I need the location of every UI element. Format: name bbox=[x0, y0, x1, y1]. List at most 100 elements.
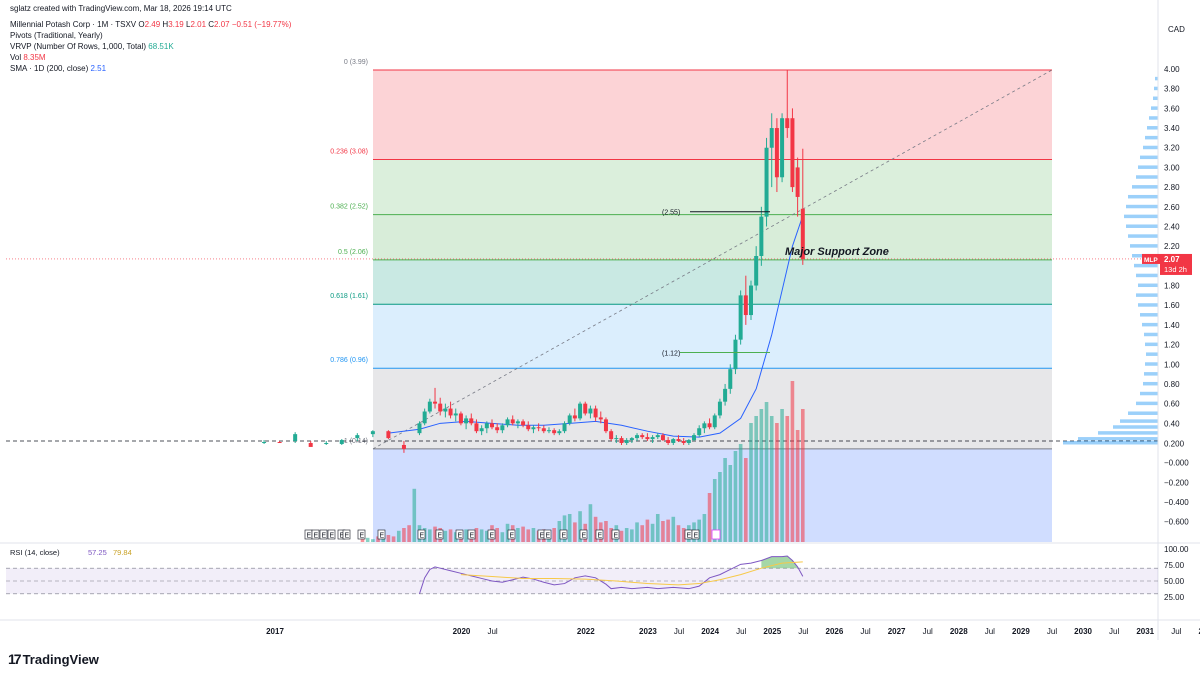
volume-bar bbox=[780, 409, 784, 542]
volume-profile-row bbox=[1140, 391, 1158, 396]
time-axis-label: 2031 bbox=[1136, 627, 1154, 636]
candle-body bbox=[759, 216, 764, 256]
volume-bar bbox=[412, 488, 417, 542]
symbol-ohlc[interactable]: Millennial Potash Corp · 1M · TSXV O2.49… bbox=[10, 20, 291, 29]
candle-body bbox=[495, 427, 500, 431]
volume-profile-row bbox=[1120, 419, 1158, 423]
volume-profile-row bbox=[1147, 126, 1158, 130]
volume-profile-row bbox=[1153, 96, 1158, 101]
volume-bar bbox=[671, 516, 676, 542]
rsi-axis-tick: 100.00 bbox=[1164, 545, 1189, 554]
volume-bar bbox=[381, 537, 386, 542]
earnings-marker-letter: E bbox=[438, 533, 443, 540]
time-axis-label: Jul bbox=[985, 627, 995, 636]
candle-body bbox=[588, 408, 593, 414]
volume-bar bbox=[676, 525, 681, 542]
candle-body bbox=[697, 428, 702, 436]
volume-bar bbox=[505, 523, 510, 542]
candle-body bbox=[521, 421, 526, 426]
volume-profile-row bbox=[1142, 322, 1158, 327]
time-axis-label: Jul bbox=[1047, 627, 1057, 636]
volume-profile-row bbox=[1134, 263, 1158, 268]
candle-body bbox=[640, 435, 645, 438]
candle-body bbox=[572, 415, 577, 419]
time-axis-label: Jul bbox=[798, 627, 808, 636]
volume-bar bbox=[764, 402, 769, 542]
volume-bar bbox=[500, 532, 505, 542]
candle-body bbox=[790, 118, 795, 188]
high-value: 3.19 bbox=[168, 20, 184, 29]
earnings-marker-letter: E bbox=[490, 533, 495, 540]
candle-body bbox=[474, 423, 479, 432]
volume-bar bbox=[428, 529, 432, 542]
price-axis-tick: 3.80 bbox=[1164, 85, 1180, 94]
candle-body bbox=[660, 435, 665, 441]
earnings-marker-letter: E bbox=[380, 533, 385, 540]
earnings-marker-letter: E bbox=[510, 533, 515, 540]
vrvp-indicator[interactable]: VRVP (Number Of Rows, 1,000, Total) 68.5… bbox=[10, 42, 174, 51]
fib-level-label: 0.382 (2.52) bbox=[330, 204, 368, 211]
volume-profile-row bbox=[1143, 145, 1158, 150]
price-axis-tick: 0.80 bbox=[1164, 380, 1180, 389]
rsi-axis-tick: 75.00 bbox=[1164, 561, 1185, 570]
fib-level-label: 0.5 (2.06) bbox=[338, 249, 368, 256]
time-axis-label: 2024 bbox=[701, 627, 719, 636]
volume-profile-row bbox=[1130, 244, 1158, 248]
candle-body bbox=[526, 425, 531, 430]
earnings-marker bbox=[435, 529, 444, 540]
vol-indicator[interactable]: Vol 8.35M bbox=[10, 53, 46, 62]
volume-bar bbox=[552, 528, 556, 542]
price-axis-tick: 2.40 bbox=[1164, 222, 1180, 231]
pivots-indicator[interactable]: Pivots (Traditional, Yearly) bbox=[10, 31, 103, 40]
volume-bar bbox=[521, 526, 525, 542]
volume-profile-row bbox=[1126, 204, 1158, 209]
price-axis-tick: 1.20 bbox=[1164, 341, 1180, 350]
volume-profile-row bbox=[1138, 283, 1158, 288]
fib-level-label: 0.786 (0.96) bbox=[330, 357, 368, 364]
volume-bar bbox=[531, 528, 536, 542]
time-axis-label: 2026 bbox=[826, 627, 844, 636]
rsi-overbought-fill bbox=[761, 556, 798, 569]
price-axis-tick: 0.200 bbox=[1164, 440, 1185, 449]
earnings-marker-letter: E bbox=[307, 533, 312, 540]
price-axis-tick: −0.000 bbox=[1164, 459, 1189, 468]
candle-body bbox=[655, 435, 660, 438]
volume-bar bbox=[749, 423, 753, 542]
candle-body bbox=[702, 423, 707, 429]
earnings-marker-letter: E bbox=[322, 533, 327, 540]
candle-body bbox=[453, 413, 458, 416]
sma-indicator[interactable]: SMA · 1D (200, close) 2.51 bbox=[10, 64, 107, 73]
volume-profile-row bbox=[1098, 431, 1158, 435]
candle-body bbox=[692, 435, 697, 441]
earnings-marker bbox=[487, 529, 496, 540]
volume-profile-row bbox=[1145, 362, 1158, 366]
candle-body bbox=[686, 440, 691, 443]
open-value: 2.49 bbox=[144, 20, 161, 29]
candle-body bbox=[738, 295, 743, 340]
earnings-marker-letter: E bbox=[330, 533, 335, 540]
candle-body bbox=[552, 430, 557, 434]
tradingview-logo[interactable]: 17 TradingView bbox=[8, 651, 99, 667]
price-axis-tick: 2.20 bbox=[1164, 242, 1180, 251]
time-axis-label: 2027 bbox=[888, 627, 906, 636]
volume-profile-row bbox=[1140, 155, 1158, 160]
volume-bar bbox=[479, 529, 484, 542]
time-axis-label: Jul bbox=[1171, 627, 1181, 636]
currency-label: CAD bbox=[1168, 25, 1185, 34]
rsi-axis-tick: 50.00 bbox=[1164, 577, 1185, 586]
vol-value: 8.35M bbox=[23, 53, 46, 62]
marker-label: (2.55) bbox=[662, 210, 680, 217]
vrvp-value: 68.51K bbox=[148, 42, 174, 51]
candle-body bbox=[386, 431, 391, 439]
candle-body bbox=[733, 339, 738, 370]
volume-profile-row bbox=[1113, 425, 1158, 429]
sma-value: 2.51 bbox=[90, 64, 107, 73]
rsi-axis-tick: 25.00 bbox=[1164, 593, 1185, 602]
candle-body bbox=[593, 408, 598, 418]
time-axis-label: 2020 bbox=[453, 627, 471, 636]
price-axis-tick: 1.80 bbox=[1164, 282, 1180, 291]
time-axis-label: 2032 bbox=[1199, 627, 1200, 636]
earnings-marker bbox=[579, 529, 588, 540]
rsi-value: 57.25 bbox=[88, 548, 107, 557]
